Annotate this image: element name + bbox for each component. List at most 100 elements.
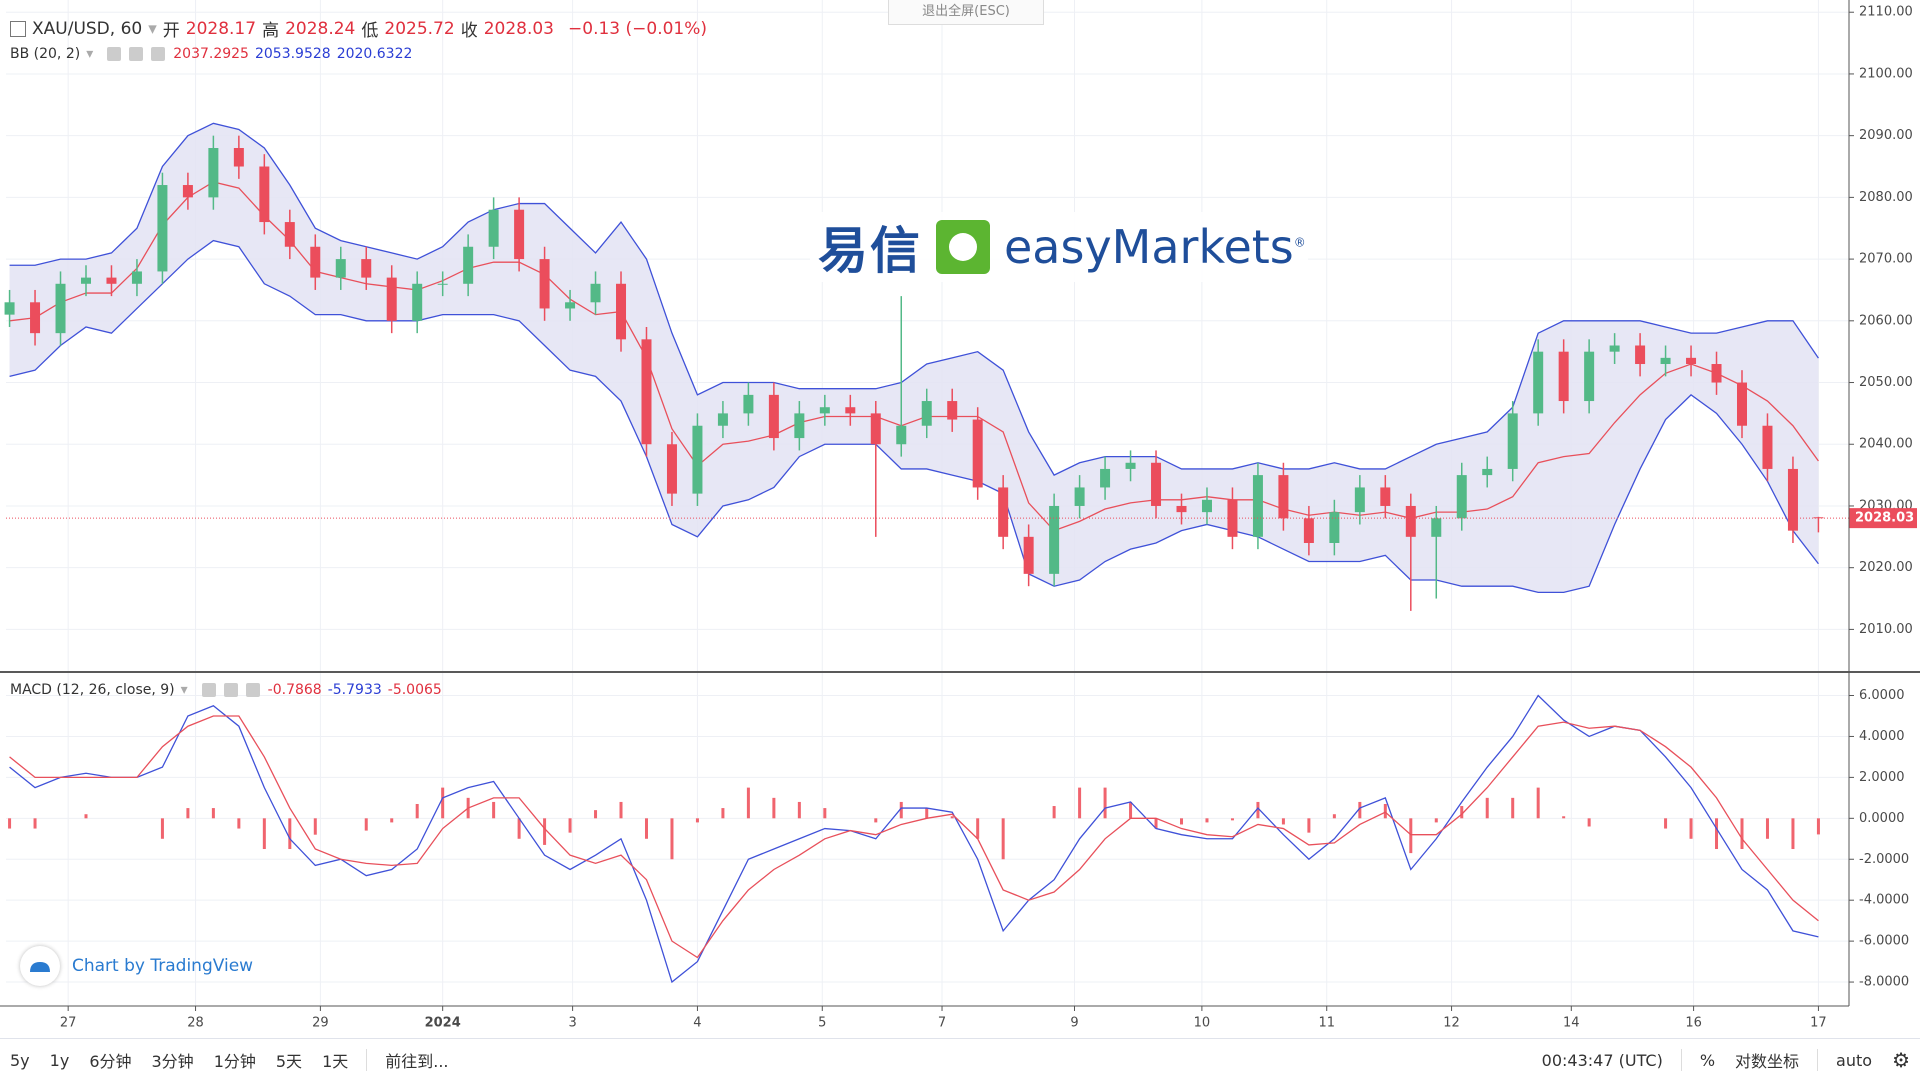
icon[interactable] [245,683,260,697]
candle-body [819,407,830,414]
histogram-bar [262,818,266,850]
candle-body [1049,505,1060,574]
candle-body [1176,505,1187,513]
histogram-bar [415,803,419,819]
candle-body [845,407,856,414]
candle-body [284,222,295,247]
range[interactable]: 1天 [322,1052,349,1071]
range[interactable]: 1分钟 [213,1052,256,1071]
goto[interactable]: 前往到... [385,1052,449,1071]
attribution-text[interactable]: Chart by TradingView [72,956,254,976]
histogram-bar [1485,797,1489,819]
candle-body [666,444,677,494]
range[interactable]: 5y [10,1050,30,1070]
histogram-bar [899,801,903,819]
histogram-bar [1180,818,1184,825]
label: 低 [361,21,379,41]
log-scale[interactable]: 对数坐标 [1735,1052,1800,1071]
icon[interactable] [223,683,238,697]
x-tick-label: 9 [1070,1016,1078,1031]
histogram-bar [492,801,496,819]
candle-body [794,413,805,439]
attribution[interactable]: Chart by TradingView [20,946,253,986]
brand-name: easyMarkets [1004,220,1294,274]
histogram-bar [211,808,215,819]
toolbar: 5y 1y 6分钟 3分钟 1分钟 5天 1天 前往到... 00:43:47 … [0,1038,1920,1081]
candle-body [4,302,15,315]
icon[interactable] [151,47,166,61]
percent[interactable]: % [1699,1050,1716,1070]
range[interactable]: 5天 [275,1052,303,1071]
histogram-bar [772,797,776,819]
y-tick-label: 2050.00 [1859,375,1913,390]
value: 2020.6322 [336,46,413,62]
candle-body [1533,351,1544,414]
histogram-bar [1816,818,1820,835]
histogram-bar [186,808,190,819]
indicator-name: MACD (12, 26, close, 9) [10,682,175,698]
bb-legend: BB (20, 2) ▾ 2037.2925 2053.9528 2020.632… [10,46,413,62]
histogram-bar [619,801,623,819]
histogram-bar [1765,818,1769,839]
icon[interactable] [10,20,26,37]
histogram-bar [594,810,598,819]
candle-body [692,425,703,494]
histogram-bar [797,801,801,819]
histogram-bar [1562,816,1566,819]
candle-body [1507,413,1518,469]
x-tick-label: 5 [818,1016,826,1031]
candle-body [717,413,728,426]
candle-body [1686,357,1697,365]
icon[interactable] [201,683,216,697]
x-tick-label: 16 [1685,1016,1702,1031]
candle-body [1303,518,1314,543]
histogram-bar [1460,806,1464,819]
indicator-name: BB (20, 2) [10,46,81,62]
range[interactable]: 6分钟 [89,1052,132,1071]
histogram-bar [1154,818,1158,829]
candle-body [539,259,550,309]
last-price-label: 2028.03 [1855,511,1914,526]
histogram-bar [1434,818,1438,823]
candle-body [157,185,168,272]
histogram-bar [721,808,725,819]
histogram-bar [1689,818,1693,839]
candle-body [1584,351,1595,402]
auto-scale[interactable]: auto [1836,1050,1873,1070]
candle-body [1380,487,1391,506]
histogram-bar [8,818,12,829]
candle-body [80,277,91,284]
histogram-bar [670,818,674,860]
change: −0.13 (−0.01%) [568,18,708,39]
range[interactable]: 3分钟 [151,1052,194,1071]
histogram-bar [1205,818,1209,823]
candle-body [947,401,958,420]
x-tick-label: 7 [938,1016,946,1031]
candle-body [590,283,601,303]
candle-body [1787,468,1798,531]
y-tick-label: 2110.00 [1859,5,1913,20]
histogram-bar [1332,814,1336,819]
histogram-bar [1511,797,1515,819]
brand-en: easyMarkets® [1004,220,1306,274]
x-tick-label: 2024 [425,1016,461,1031]
icon[interactable] [129,47,144,61]
candle-body [233,148,244,167]
value: -5.7933 [327,682,382,698]
exit-fullscreen[interactable]: 退出全屏(ESC) [888,0,1044,25]
candle-body [641,339,652,445]
histogram-bar [313,818,317,835]
icon[interactable] [107,47,122,61]
value: 2025.72 [384,18,455,39]
candle-body [1201,499,1212,513]
candle-body [1125,462,1136,469]
range[interactable]: 1y [49,1050,70,1070]
settings[interactable]: ⚙ [1892,1048,1910,1072]
histogram-bar [644,818,648,839]
dropdown[interactable]: ▾ [148,18,157,39]
band-fill [9,123,1819,593]
candle-body [182,185,193,198]
candle-body [1762,425,1773,469]
histogram-bar [237,818,241,829]
value: -5.0065 [387,682,442,698]
